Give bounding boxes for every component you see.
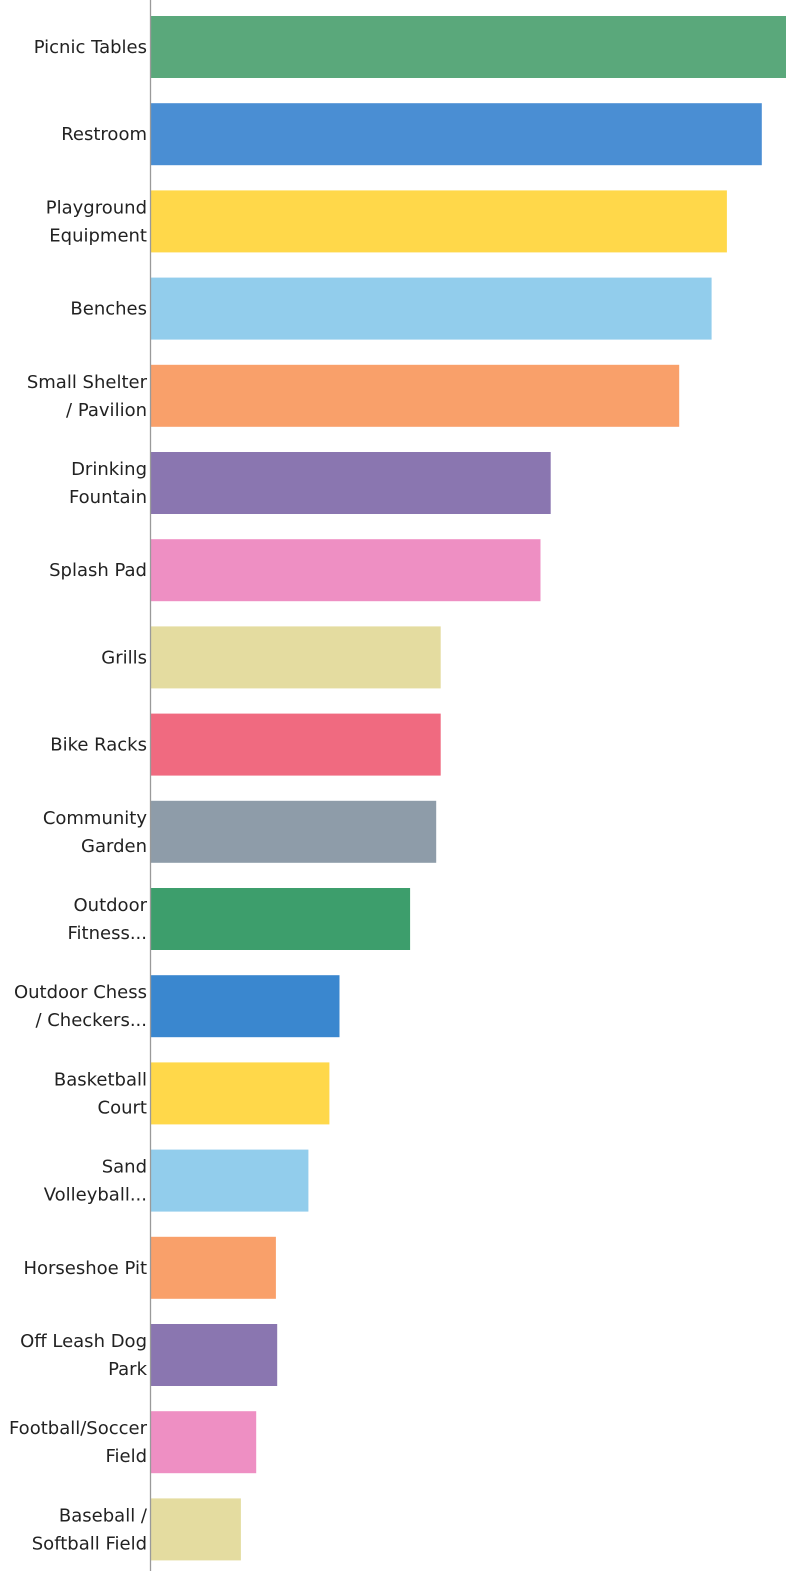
category-label: Splash Pad bbox=[49, 560, 147, 581]
bar-0 bbox=[150, 16, 786, 78]
category-label: Football/Soccer Field bbox=[9, 1418, 148, 1467]
bar-10 bbox=[150, 888, 411, 950]
category-labels: Picnic Tables Restroom Playground Equipment… bbox=[9, 37, 148, 1554]
bar-3 bbox=[150, 277, 712, 340]
bar-17 bbox=[150, 1498, 241, 1561]
bar-13 bbox=[150, 1149, 309, 1212]
category-label: Basketball Court bbox=[54, 1069, 147, 1118]
category-label: Off Leash Dog Park bbox=[20, 1331, 147, 1380]
category-label: Benches bbox=[70, 299, 147, 320]
category-label: Sand Volleyball... bbox=[44, 1157, 147, 1206]
category-label: Playground Equipment bbox=[46, 197, 147, 246]
category-label: Restroom bbox=[61, 124, 147, 145]
bar-6 bbox=[150, 539, 541, 602]
bar-16 bbox=[150, 1411, 257, 1474]
bar-1 bbox=[150, 103, 762, 166]
category-label: Horseshoe Pit bbox=[23, 1258, 147, 1279]
category-label: Picnic Tables bbox=[34, 37, 147, 58]
category-label: Community Garden bbox=[43, 808, 148, 857]
bar-14 bbox=[150, 1236, 276, 1299]
category-label: Outdoor Fitness... bbox=[67, 895, 147, 944]
category-label: Grills bbox=[101, 647, 147, 668]
category-label: Baseball / Softball Field bbox=[32, 1505, 148, 1554]
bar-9 bbox=[150, 800, 437, 863]
bar-12 bbox=[150, 1062, 330, 1125]
bar-4 bbox=[150, 364, 680, 427]
bar-2 bbox=[150, 190, 727, 253]
bars-layer bbox=[150, 16, 786, 1561]
category-label: Outdoor Chess / Checkers... bbox=[14, 982, 147, 1031]
bar-7 bbox=[150, 626, 441, 689]
category-label: Small Shelter / Pavilion bbox=[27, 372, 148, 421]
bar-11 bbox=[150, 975, 340, 1038]
bar-15 bbox=[150, 1324, 278, 1386]
bar-8 bbox=[150, 713, 441, 776]
bar-5 bbox=[150, 452, 551, 514]
category-label: Drinking Fountain bbox=[69, 459, 147, 508]
category-label: Bike Racks bbox=[50, 735, 147, 756]
